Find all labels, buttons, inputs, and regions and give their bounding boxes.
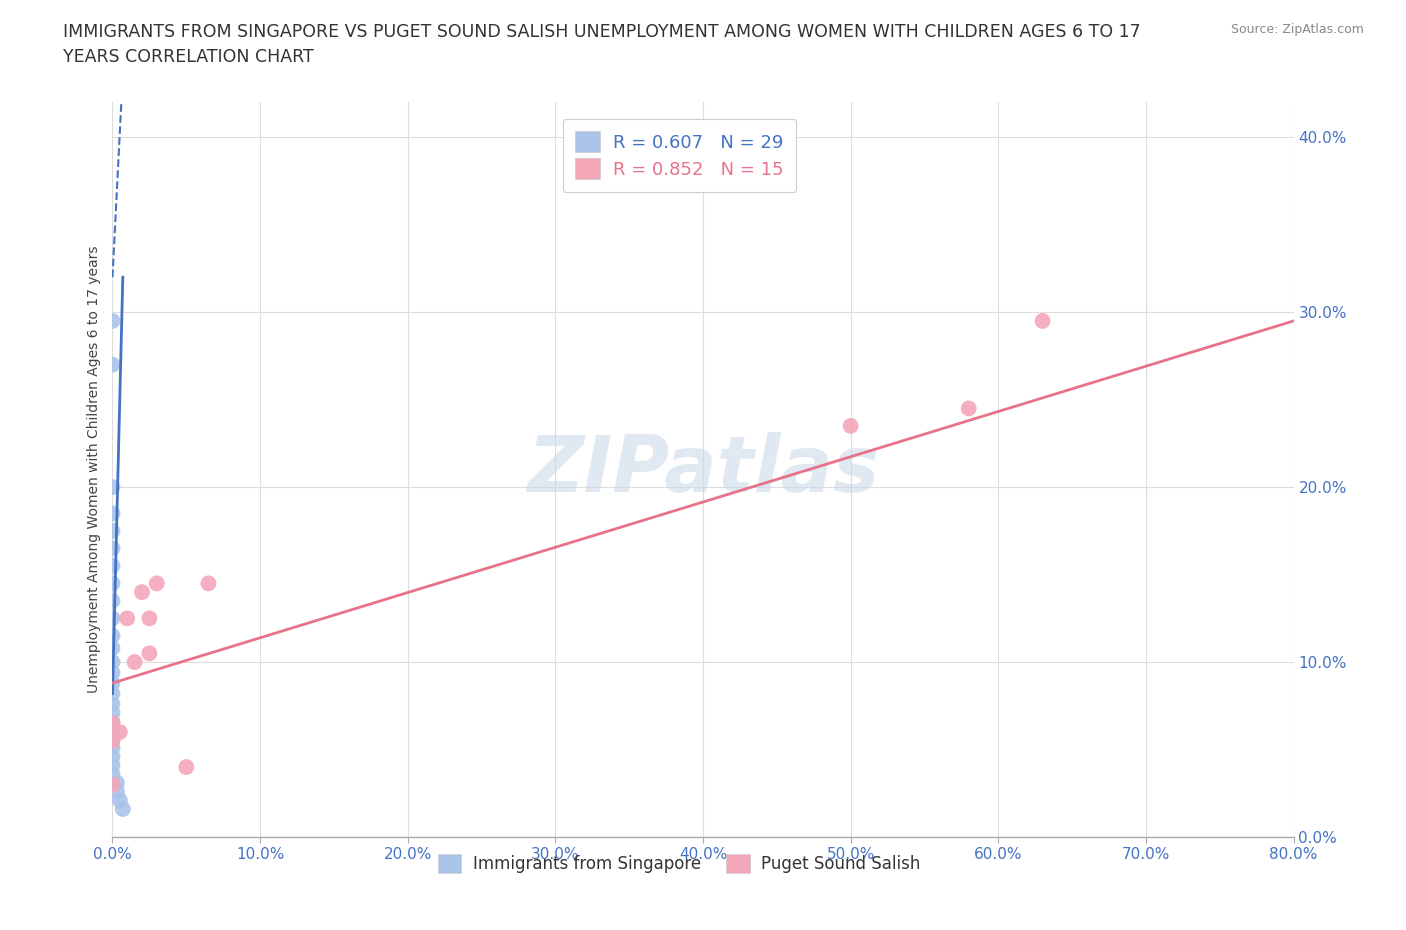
Text: YEARS CORRELATION CHART: YEARS CORRELATION CHART [63, 48, 314, 66]
Point [108, 724, 131, 739]
Point [146, 576, 169, 591]
Point [101, 734, 124, 749]
Point [101, 629, 124, 644]
Point [117, 611, 138, 626]
Text: IMMIGRANTS FROM SINGAPORE VS PUGET SOUND SALISH UNEMPLOYMENT AMONG WOMEN WITH CH: IMMIGRANTS FROM SINGAPORE VS PUGET SOUND… [63, 23, 1140, 41]
Legend: Immigrants from Singapore, Puget Sound Salish: Immigrants from Singapore, Puget Sound S… [432, 847, 928, 880]
Point [101, 723, 124, 737]
Point [174, 760, 197, 775]
Point [138, 611, 160, 626]
Point [101, 777, 124, 792]
Point [101, 611, 124, 626]
Point [957, 401, 980, 416]
Point [101, 576, 124, 591]
Point [101, 655, 124, 670]
Point [101, 641, 124, 656]
Point [101, 705, 124, 720]
Point [101, 714, 124, 729]
Point [101, 675, 124, 690]
Point [101, 766, 124, 781]
Point [131, 585, 153, 600]
Point [111, 802, 134, 817]
Point [101, 480, 124, 495]
Point [101, 313, 124, 328]
Point [101, 524, 124, 538]
Point [839, 418, 862, 433]
Point [101, 686, 124, 701]
Point [101, 541, 124, 556]
Point [124, 655, 146, 670]
Point [101, 758, 124, 773]
Point [101, 593, 124, 608]
Point [101, 506, 124, 521]
Point [101, 357, 124, 372]
Point [1032, 313, 1054, 328]
Y-axis label: Unemployment Among Women with Children Ages 6 to 17 years: Unemployment Among Women with Children A… [87, 246, 101, 694]
Point [101, 749, 124, 764]
Point [101, 740, 124, 755]
Point [197, 576, 219, 591]
Point [105, 776, 128, 790]
Point [108, 792, 131, 807]
Point [138, 646, 160, 661]
Text: ZIPatlas: ZIPatlas [527, 432, 879, 508]
Point [101, 732, 124, 747]
Point [101, 558, 124, 573]
Text: Source: ZipAtlas.com: Source: ZipAtlas.com [1230, 23, 1364, 36]
Point [101, 697, 124, 711]
Point [101, 665, 124, 680]
Point [101, 716, 124, 731]
Point [105, 784, 128, 799]
